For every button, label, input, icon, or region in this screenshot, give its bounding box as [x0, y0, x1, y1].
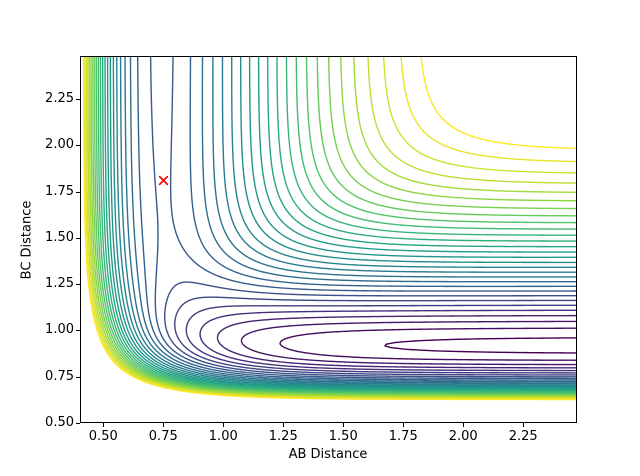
y-tick-label: 0.50	[45, 415, 74, 431]
x-tick-label: 1.00	[208, 429, 238, 444]
x-axis-label: AB Distance	[288, 447, 368, 462]
y-tick-label: 2.00	[45, 137, 74, 153]
x-tick-label: 2.00	[448, 429, 478, 444]
y-tick-label: 1.00	[45, 322, 74, 338]
x-tick-label: 1.75	[388, 429, 418, 444]
y-tick-label: 2.25	[45, 91, 74, 107]
x-tick-label: 1.50	[328, 429, 358, 444]
y-tick-label: 0.75	[45, 368, 74, 384]
y-axis-label: BC Distance	[19, 200, 35, 280]
x-tick-label: 1.25	[268, 429, 298, 444]
y-tick-label: 1.50	[45, 230, 74, 246]
x-tick-label: 0.75	[148, 429, 178, 444]
y-tick-label: 1.25	[45, 276, 74, 292]
x-tick-label: 0.50	[88, 429, 118, 444]
x-tick-label: 2.25	[508, 429, 538, 444]
y-tick-label: 1.75	[45, 183, 74, 199]
